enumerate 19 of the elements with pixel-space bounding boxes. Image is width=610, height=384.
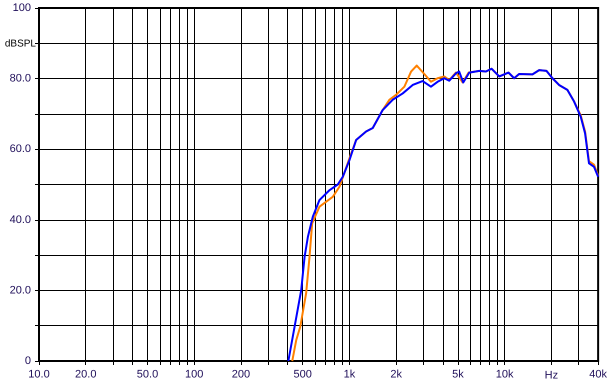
y-tick-label: 80.0 <box>10 72 31 85</box>
x-tick-label: 20.0 <box>75 368 96 380</box>
y-tick-label: 20.0 <box>10 284 31 296</box>
x-tick-label: 1k <box>344 368 356 380</box>
x-tick-label: 500 <box>294 368 312 380</box>
y-axis-title: dBSPL <box>4 38 36 50</box>
x-tick-label: 10.0 <box>28 368 50 380</box>
x-tick-label: 5k <box>452 368 464 380</box>
x-tick-label: 40k <box>589 368 608 380</box>
x-tick-label: 2k <box>390 368 402 380</box>
x-tick-label: 10k <box>496 368 514 380</box>
y-tick-label: 0 <box>24 355 31 367</box>
y-tick-label: 40.0 <box>10 214 31 226</box>
x-tick-label: 50.0 <box>136 368 158 380</box>
y-tick-label: 100 <box>12 2 31 14</box>
x-tick-label: 200 <box>232 368 250 380</box>
y-tick-label: 60.0 <box>10 143 31 156</box>
x-tick-label: 100 <box>185 368 204 380</box>
x-axis-title: Hz <box>544 370 558 382</box>
